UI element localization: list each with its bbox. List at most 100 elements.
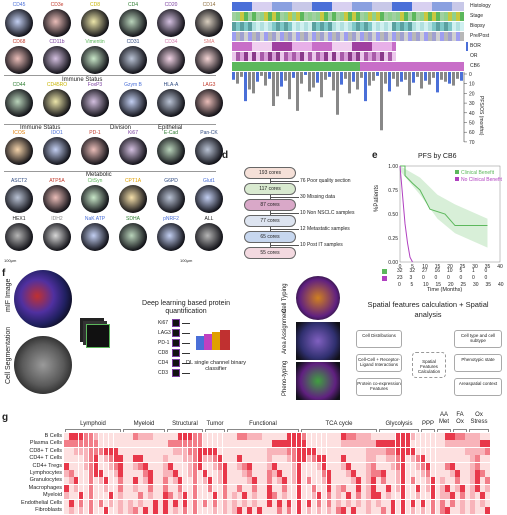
g-heat-cell (237, 484, 242, 492)
pfs-tick-label: 20 (469, 91, 475, 97)
g-heat-cell (143, 455, 148, 463)
g-heat-cell (153, 433, 158, 440)
g-heat-cell (475, 507, 480, 514)
g-heat-cell (262, 455, 267, 463)
track-cell (392, 62, 396, 71)
g-heat-cell (291, 447, 297, 455)
g-heat-cell (222, 447, 228, 455)
track-cell (260, 52, 264, 61)
g-heat-cell (133, 462, 138, 470)
g-heat-cell (445, 447, 450, 455)
g-heat-cell (83, 477, 89, 485)
pfs-bar (392, 72, 395, 79)
marker-image (119, 46, 147, 74)
track-cell (424, 2, 428, 11)
risk-count: 1 (472, 268, 475, 274)
pfs-tick-label: 50 (469, 121, 475, 127)
g-heat-cell (331, 477, 337, 485)
g-heat-cell (227, 440, 232, 448)
g-heat-cell (202, 470, 208, 477)
g-heat-cell (390, 484, 396, 492)
track-cell (232, 62, 236, 71)
g-heat-cell (381, 470, 386, 477)
track-cell (444, 12, 448, 21)
g-heat-cell (400, 499, 406, 507)
risk-time: 20 (448, 282, 454, 288)
g-heat-cell (202, 433, 208, 440)
risk-count: 0 (447, 275, 450, 281)
g-heat-cell (257, 440, 262, 448)
g-heat-cell (212, 447, 218, 455)
g-heat-cell (272, 484, 277, 492)
g-heat-cell (148, 492, 153, 500)
g-heat-cell (217, 492, 223, 500)
track-cell (368, 42, 372, 51)
track-cell (308, 22, 312, 31)
track-cell (452, 62, 456, 71)
g-heat-cell (361, 492, 366, 500)
marker-image (119, 223, 147, 251)
track-cell (448, 32, 452, 41)
g-heat-cell (356, 447, 361, 455)
pfs-bar (296, 72, 299, 111)
track-cell (284, 42, 288, 51)
g-heat-cell (83, 470, 89, 477)
g-heat-cell (133, 470, 138, 477)
g-heat-cell (371, 499, 376, 507)
km-xtick-label: 5 (411, 264, 414, 270)
track-cell (276, 12, 280, 21)
g-heat-cell (177, 492, 183, 500)
g-group-label: TCA cycle (325, 421, 353, 427)
track-cell (364, 52, 368, 61)
g-heat-cell (475, 440, 480, 448)
g-heat-cell (480, 447, 485, 455)
track-cell (272, 62, 276, 71)
g-heat-cell (381, 455, 386, 463)
g-heat-cell (158, 499, 163, 507)
track-cell (268, 62, 272, 71)
marker-thumbnail: HEX1 (2, 216, 36, 251)
g-heat-cell (202, 492, 208, 500)
track-cell (344, 62, 348, 71)
g-heat-cell (286, 455, 292, 463)
g-heat-cell (168, 507, 173, 514)
core-count-pill: 117 cores (244, 183, 296, 195)
track-cell (324, 12, 328, 21)
g-row-label: Myeloid (43, 492, 62, 499)
g-heat-cell (410, 440, 416, 448)
track-cell (292, 62, 296, 71)
pfs-bar (460, 72, 463, 81)
g-heat-cell (346, 455, 351, 463)
g-heat-cell (168, 492, 173, 500)
g-heat-cell (252, 447, 257, 455)
g-heat-cell (93, 470, 99, 477)
flow-connector (270, 179, 271, 183)
g-heat-cell (118, 484, 124, 492)
g-heat-cell (163, 484, 168, 492)
g-heat-cell (316, 462, 322, 470)
g-heat-cell (445, 470, 450, 477)
g-heat-cell (351, 499, 356, 507)
track-cell (288, 22, 292, 31)
g-heat-cell (390, 440, 396, 448)
track-cell (408, 42, 412, 51)
marker-image (43, 46, 71, 74)
marker-label: CD4 (127, 2, 138, 8)
g-heat-cell (153, 477, 158, 485)
track-cell (312, 22, 316, 31)
track-cell (264, 62, 268, 71)
track-cell (280, 12, 284, 21)
track-cell (332, 52, 336, 61)
g-heat-cell (93, 440, 99, 448)
track-cell (240, 42, 244, 51)
g-heat-cell (326, 484, 332, 492)
g-heat-cell (346, 462, 351, 470)
track-cell (244, 12, 248, 21)
track-cell (424, 12, 428, 21)
g-heat-cell (366, 492, 371, 500)
g-heat-cell (123, 499, 128, 507)
g-heat-cell (78, 499, 84, 507)
g-heat-cell (163, 462, 168, 470)
g-group-label: Tumor (206, 421, 224, 427)
g-heat-cell (212, 470, 218, 477)
